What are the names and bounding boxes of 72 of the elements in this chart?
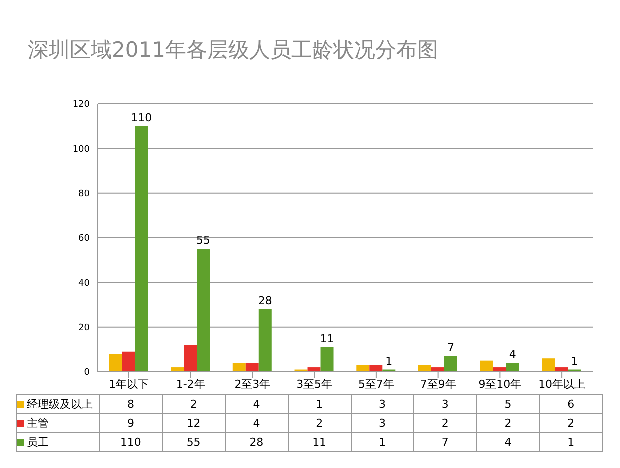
y-tick-label: 80 [78,190,90,200]
text: 7 [448,341,455,354]
text: 4 [509,348,516,362]
bar [493,368,506,372]
data-label: 1 [288,394,351,414]
y-tick-label: 20 [78,324,90,334]
bar [370,365,383,372]
x-tick-label: 5至7年 [358,378,394,391]
data-label: 3 [351,414,414,432]
text: 1 [571,354,578,368]
y-tick-label: 0 [84,368,90,378]
data-label: 8 [100,394,162,414]
legend-label: 主管 [16,414,100,432]
text: 28 [258,294,272,308]
data-label: 12 [162,414,226,432]
chart-title: 深圳区域2011年各层级人员工龄状况分布图 [27,37,440,64]
data-label: 7 [414,432,477,452]
data-label: 2 [288,414,351,432]
data-label: 3 [351,394,414,414]
bar [432,368,445,372]
text: 11 [320,332,334,346]
bar [122,352,136,372]
x-tick-label: 9至10年 [478,378,522,391]
bar [418,365,432,372]
data-label: 6 [540,394,602,414]
data-label: 4 [225,414,288,432]
bar [320,347,334,372]
bar [246,363,259,372]
bar [356,365,370,372]
bar [555,368,568,372]
data-label: 2 [414,414,477,432]
legend-label: 经理级及以上 [16,394,100,414]
x-tick-label: 7至9年 [420,378,456,391]
data-label: 55 [162,432,226,452]
data-label: 28 [225,432,288,452]
text: 55 [196,234,211,248]
bar [480,360,494,372]
bar [232,363,246,372]
data-label: 11 [288,432,351,452]
bar [171,368,184,372]
bar [135,126,148,372]
x-tick-label: 3至5年 [296,378,333,391]
bar [184,345,198,372]
bar [109,354,122,372]
x-tick-label: 1-2年 [176,378,206,391]
data-label: 110 [100,432,162,452]
bar [197,249,210,372]
y-tick-label: 60 [78,234,90,244]
bar [308,368,321,372]
x-tick-label: 2至3年 [234,378,271,391]
data-label: 1 [351,432,414,452]
x-tick-label: 1年以下 [108,378,149,391]
y-tick-label: 40 [78,278,90,289]
text: 110 [131,111,152,124]
data-label: 1 [540,432,602,452]
text: 1 [386,354,393,368]
y-tick-label: 100 [72,144,90,155]
data-label: 4 [476,432,540,452]
bar [542,358,556,372]
bar [258,309,272,372]
data-label: 2 [540,414,602,432]
bar [506,363,520,372]
data-label: 9 [100,414,162,432]
data-label: 3 [414,394,477,414]
data-label: 2 [162,394,226,414]
bar [444,356,458,372]
data-label: 2 [476,414,540,432]
data-label: 4 [225,394,288,414]
data-label: 5 [476,394,540,414]
legend-label: 员工 [16,432,100,452]
y-tick-label: 120 [72,100,90,110]
x-tick-label: 10年以上 [538,378,586,391]
